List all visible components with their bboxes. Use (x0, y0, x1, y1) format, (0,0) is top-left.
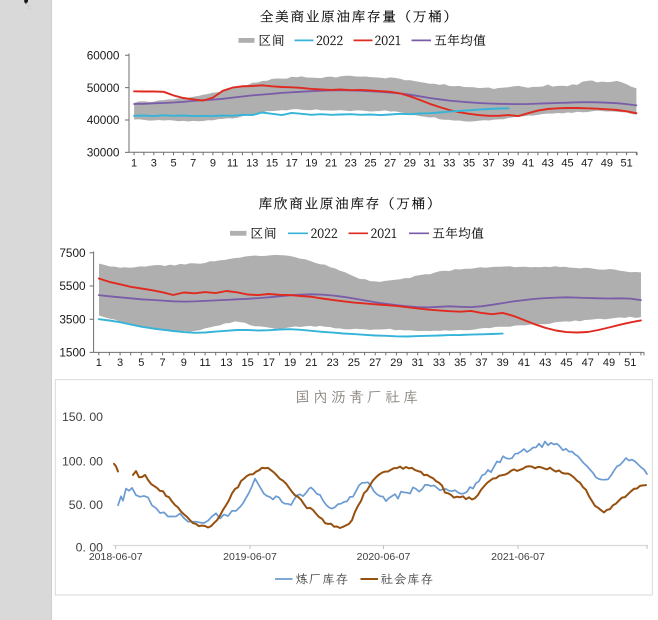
svg-text:13: 13 (246, 157, 258, 169)
svg-text:17: 17 (286, 157, 298, 169)
svg-text:21: 21 (305, 357, 317, 369)
svg-text:47: 47 (581, 157, 593, 169)
svg-text:150. 00: 150. 00 (62, 410, 103, 424)
svg-text:2020-06-07: 2020-06-07 (357, 551, 411, 563)
svg-text:50000: 50000 (87, 81, 120, 95)
svg-text:37: 37 (483, 157, 495, 169)
svg-text:30000: 30000 (87, 146, 120, 160)
svg-text:23: 23 (345, 157, 357, 169)
svg-text:3500: 3500 (59, 312, 86, 326)
svg-text:43: 43 (539, 357, 551, 369)
svg-text:9: 9 (181, 357, 187, 369)
svg-text:19: 19 (284, 357, 296, 369)
svg-text:45: 45 (561, 157, 573, 169)
svg-text:19: 19 (305, 157, 317, 169)
svg-text:1: 1 (131, 157, 137, 169)
svg-text:25: 25 (364, 157, 376, 169)
svg-text:3: 3 (117, 357, 123, 369)
svg-text:47: 47 (582, 357, 594, 369)
svg-text:33: 33 (433, 357, 445, 369)
svg-text:2019-06-07: 2019-06-07 (223, 551, 277, 563)
svg-text:27: 27 (369, 357, 381, 369)
svg-text:5: 5 (138, 357, 144, 369)
svg-text:7: 7 (190, 157, 196, 169)
svg-text:51: 51 (624, 357, 636, 369)
svg-text:2018-06-07: 2018-06-07 (89, 551, 143, 563)
svg-text:40000: 40000 (87, 113, 120, 127)
svg-text:5: 5 (170, 157, 176, 169)
svg-text:31: 31 (423, 157, 435, 169)
svg-text:100. 00: 100. 00 (62, 454, 103, 468)
svg-text:7500: 7500 (59, 246, 86, 260)
svg-text:15: 15 (266, 157, 278, 169)
svg-text:25: 25 (348, 357, 360, 369)
svg-text:41: 41 (522, 157, 534, 169)
svg-text:49: 49 (601, 157, 613, 169)
svg-text:9: 9 (210, 157, 216, 169)
svg-text:5500: 5500 (59, 279, 86, 293)
svg-text:3: 3 (151, 157, 157, 169)
svg-text:39: 39 (497, 357, 509, 369)
svg-text:33: 33 (443, 157, 455, 169)
svg-text:21: 21 (325, 157, 337, 169)
svg-text:49: 49 (603, 357, 615, 369)
svg-text:51: 51 (620, 157, 632, 169)
svg-text:1: 1 (96, 357, 102, 369)
svg-text:29: 29 (390, 357, 402, 369)
svg-text:11: 11 (199, 357, 210, 369)
svg-text:11: 11 (227, 157, 238, 169)
svg-text:37: 37 (475, 357, 487, 369)
svg-text:60000: 60000 (87, 48, 120, 62)
svg-text:43: 43 (542, 157, 554, 169)
svg-text:35: 35 (463, 157, 475, 169)
svg-text:17: 17 (263, 357, 275, 369)
svg-text:0. 00: 0. 00 (76, 540, 104, 554)
svg-text:23: 23 (327, 357, 339, 369)
svg-text:27: 27 (384, 157, 396, 169)
svg-text:45: 45 (560, 357, 572, 369)
svg-text:41: 41 (518, 357, 530, 369)
svg-text:50. 00: 50. 00 (69, 498, 103, 512)
svg-text:7: 7 (160, 357, 166, 369)
svg-text:29: 29 (404, 157, 416, 169)
svg-text:2021-06-07: 2021-06-07 (491, 551, 545, 563)
svg-text:39: 39 (502, 157, 514, 169)
svg-text:1500: 1500 (59, 346, 86, 360)
svg-text:15: 15 (241, 357, 253, 369)
svg-text:31: 31 (412, 357, 424, 369)
svg-text:35: 35 (454, 357, 466, 369)
svg-text:13: 13 (220, 357, 232, 369)
